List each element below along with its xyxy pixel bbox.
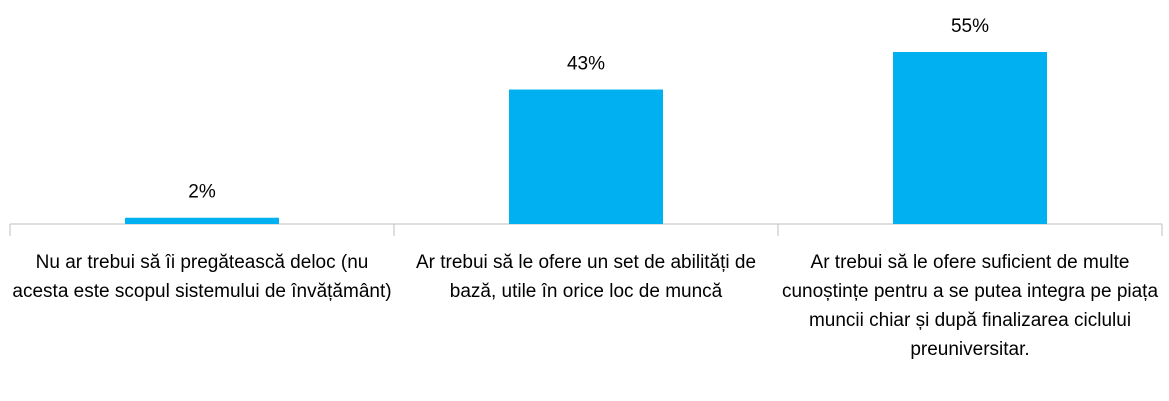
value-label: 43% — [567, 54, 605, 75]
bar — [893, 52, 1047, 224]
bar — [509, 89, 663, 224]
x-tick-label: Ar trebui să le ofere suficient de multe… — [781, 252, 1159, 360]
value-label: 55% — [951, 16, 989, 37]
bar — [125, 217, 279, 224]
x-tick-label: Nu ar trebui să îi pregătească deloc (nu… — [12, 252, 392, 302]
x-tick-label: Ar trebui să le ofere un set de abilităț… — [415, 252, 757, 302]
value-label: 2% — [188, 182, 216, 203]
